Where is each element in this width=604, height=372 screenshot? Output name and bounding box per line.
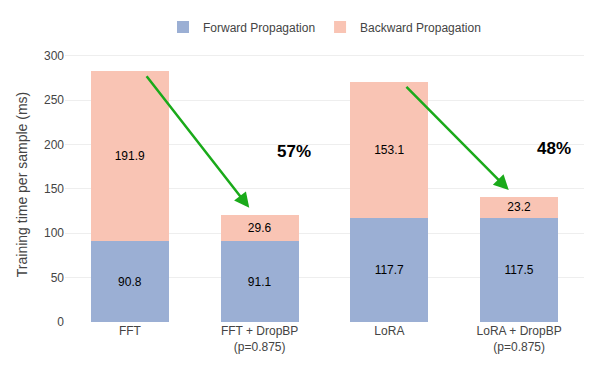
svg-text:117.5: 117.5	[504, 263, 533, 277]
svg-text:LoRA + DropBP(p=0.875): LoRA + DropBP(p=0.875)	[477, 324, 562, 354]
svg-text:FFT: FFT	[119, 324, 142, 338]
svg-text:191.9: 191.9	[115, 149, 145, 163]
svg-text:50: 50	[51, 271, 65, 285]
svg-text:200: 200	[44, 138, 64, 152]
svg-text:29.6: 29.6	[248, 221, 272, 235]
svg-text:91.1: 91.1	[248, 275, 272, 289]
svg-text:48%: 48%	[537, 139, 571, 158]
svg-text:FFT + DropBP(p=0.875): FFT + DropBP(p=0.875)	[221, 324, 298, 354]
svg-text:100: 100	[44, 226, 64, 240]
svg-text:Backward Propagation: Backward Propagation	[360, 21, 481, 35]
svg-text:150: 150	[44, 182, 64, 196]
svg-text:90.8: 90.8	[118, 275, 142, 289]
svg-text:LoRA: LoRA	[374, 324, 404, 338]
svg-text:300: 300	[44, 49, 64, 63]
svg-text:0: 0	[57, 315, 64, 329]
svg-text:57%: 57%	[277, 142, 311, 161]
svg-text:23.2: 23.2	[507, 200, 531, 214]
svg-text:117.7: 117.7	[375, 263, 404, 277]
svg-text:153.1: 153.1	[374, 143, 404, 157]
svg-text:Forward Propagation: Forward Propagation	[203, 21, 315, 35]
svg-text:Training time per sample (ms): Training time per sample (ms)	[14, 92, 30, 277]
svg-text:250: 250	[44, 93, 64, 107]
